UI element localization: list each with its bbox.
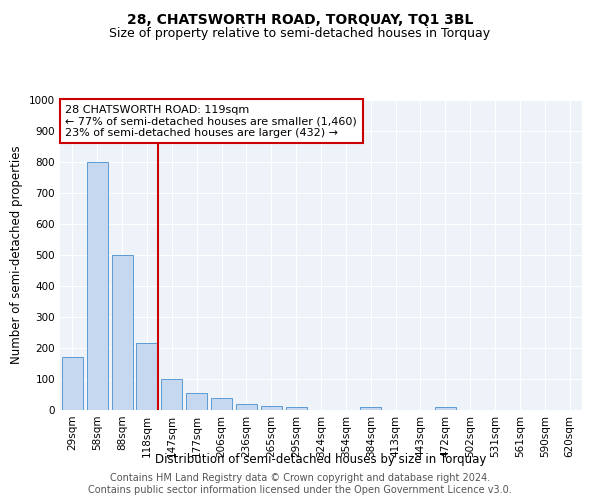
Bar [360, 407, 381, 410]
Bar [136, 344, 158, 410]
Bar [186, 393, 207, 410]
Bar [261, 406, 282, 410]
Text: Distribution of semi-detached houses by size in Torquay: Distribution of semi-detached houses by … [155, 452, 487, 466]
Y-axis label: Number of semi-detached properties: Number of semi-detached properties [10, 146, 23, 364]
Text: Contains HM Land Registry data © Crown copyright and database right 2024.
Contai: Contains HM Land Registry data © Crown c… [88, 474, 512, 495]
Text: Size of property relative to semi-detached houses in Torquay: Size of property relative to semi-detach… [109, 28, 491, 40]
Text: 28 CHATSWORTH ROAD: 119sqm
← 77% of semi-detached houses are smaller (1,460)
23%: 28 CHATSWORTH ROAD: 119sqm ← 77% of semi… [65, 104, 357, 138]
Bar [62, 358, 83, 410]
Bar [211, 398, 232, 410]
Bar [112, 255, 133, 410]
Bar [161, 379, 182, 410]
Bar [435, 407, 456, 410]
Bar [286, 407, 307, 410]
Bar [87, 162, 108, 410]
Bar [236, 404, 257, 410]
Text: 28, CHATSWORTH ROAD, TORQUAY, TQ1 3BL: 28, CHATSWORTH ROAD, TORQUAY, TQ1 3BL [127, 12, 473, 26]
